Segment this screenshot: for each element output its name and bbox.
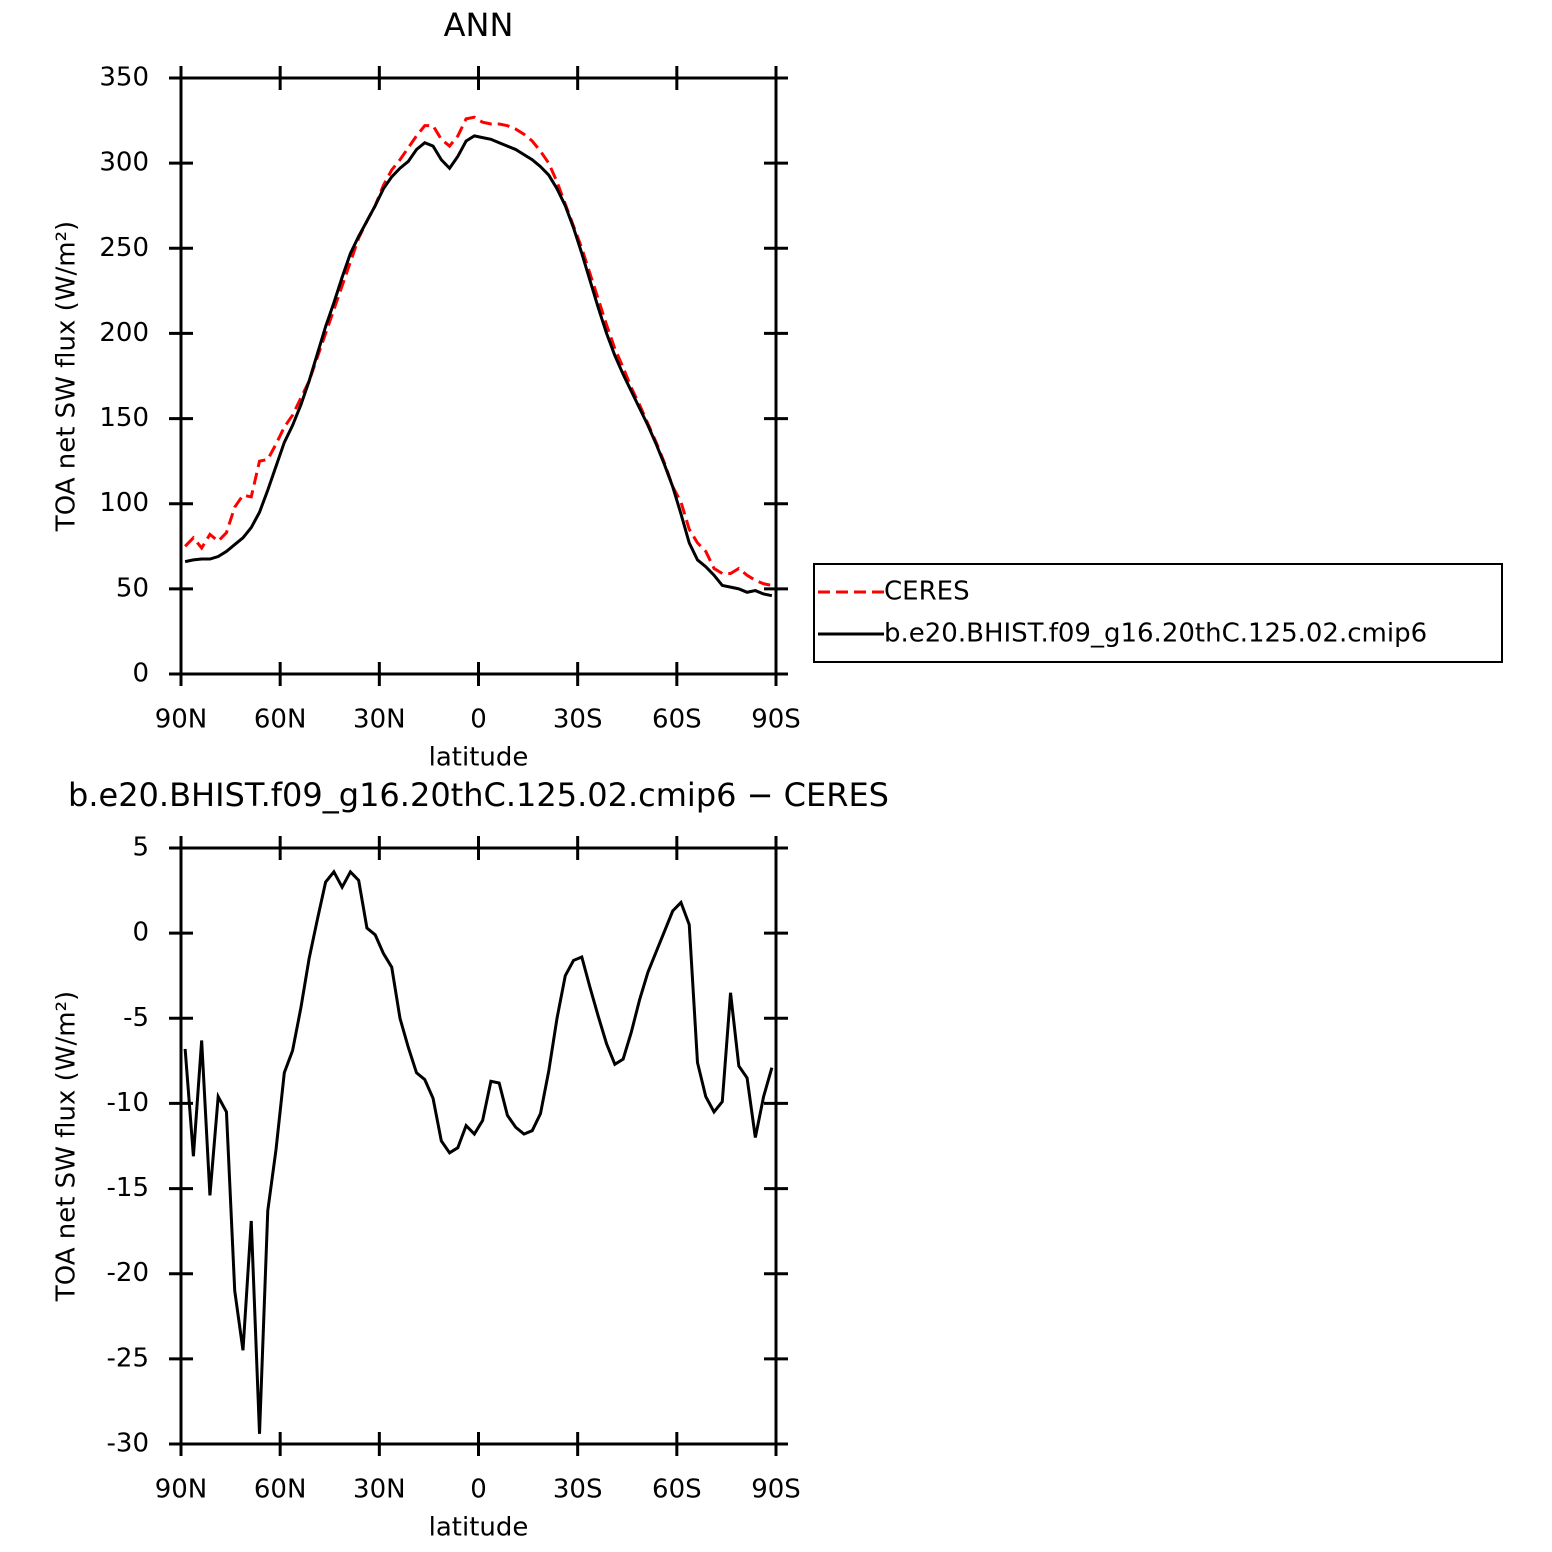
y-tick-label: 5 <box>132 833 149 863</box>
y-axis-label: TOA net SW flux (W/m²) <box>52 991 82 1302</box>
x-tick-label: 60S <box>652 705 702 735</box>
y-axis-label: TOA net SW flux (W/m²) <box>52 221 82 532</box>
y-tick-label: 350 <box>99 63 149 93</box>
x-tick-label: 0 <box>470 705 487 735</box>
x-axis-label: latitude <box>429 1513 529 1543</box>
legend-label: CERES <box>884 577 970 607</box>
x-tick-label: 30N <box>353 1475 406 1505</box>
x-tick-label: 60N <box>254 1475 307 1505</box>
data-line <box>183 869 774 1434</box>
y-tick-label: 300 <box>99 148 149 178</box>
y-tick-label: -25 <box>107 1343 149 1373</box>
chart-title: ANN <box>444 6 514 44</box>
y-tick-label: 250 <box>99 233 149 263</box>
plot-frame <box>179 846 778 1446</box>
y-tick-label: -10 <box>107 1088 149 1118</box>
x-tick-label: 60N <box>254 705 307 735</box>
x-tick-label: 30S <box>553 705 603 735</box>
y-tick-label: -30 <box>107 1429 149 1459</box>
x-tick-label: 30S <box>553 1475 603 1505</box>
x-axis-label: latitude <box>429 743 529 773</box>
legend-label: b.e20.BHIST.f09_g16.20thC.125.02.cmip6 <box>884 619 1427 649</box>
x-tick-label: 90N <box>155 705 208 735</box>
x-tick-label: 0 <box>470 1475 487 1505</box>
chart-title: b.e20.BHIST.f09_g16.20thC.125.02.cmip6 −… <box>68 776 889 814</box>
x-tick-label: 60S <box>652 1475 702 1505</box>
x-tick-label: 90N <box>155 1475 208 1505</box>
plot-frame <box>179 76 778 676</box>
y-tick-label: 50 <box>116 573 149 603</box>
y-tick-label: 100 <box>99 488 149 518</box>
data-line <box>184 115 773 587</box>
y-tick-label: 150 <box>99 403 149 433</box>
legend-box <box>813 563 1503 663</box>
x-tick-label: 30N <box>353 705 406 735</box>
y-tick-label: -15 <box>107 1173 149 1203</box>
y-tick-label: 0 <box>132 918 149 948</box>
y-tick-label: -20 <box>107 1258 149 1288</box>
y-tick-label: 200 <box>99 318 149 348</box>
x-tick-label: 90S <box>751 1475 801 1505</box>
x-tick-label: 90S <box>751 705 801 735</box>
y-tick-label: -5 <box>123 1003 149 1033</box>
y-tick-label: 0 <box>132 659 149 689</box>
data-line <box>184 134 773 598</box>
